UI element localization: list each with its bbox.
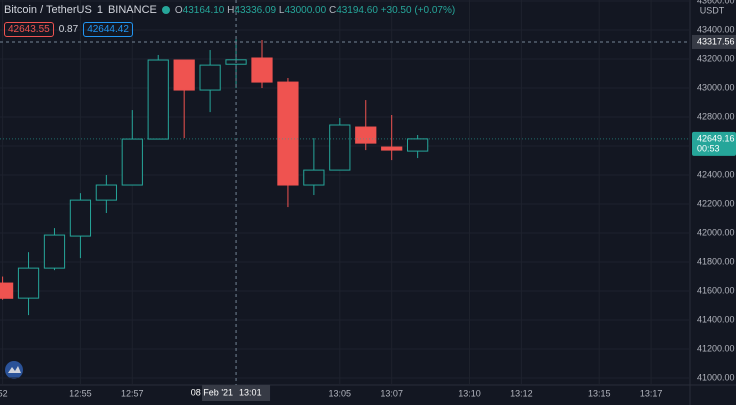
candle-body xyxy=(199,64,221,91)
candle-body xyxy=(329,124,351,171)
y-tick-label: 42000.00 xyxy=(697,227,735,237)
y-tick-label: 43400.00 xyxy=(697,24,735,34)
x-tick-label: 13:15 xyxy=(588,388,611,398)
last-price-label: 42649.16 xyxy=(697,133,735,143)
c-key: C xyxy=(328,4,337,16)
x-tick-label: 12:55 xyxy=(69,388,92,398)
y-tick-label: 41800.00 xyxy=(697,256,735,266)
bid[interactable]: 42643.55 xyxy=(4,22,54,37)
candle-body xyxy=(251,57,273,83)
y-tick-label: 42800.00 xyxy=(697,111,735,121)
y-tick-label: 43000.00 xyxy=(697,82,735,92)
interval: 1 xyxy=(96,4,103,16)
x-tick-label: 13:12 xyxy=(510,388,533,398)
y-tick-label: 41400.00 xyxy=(697,314,735,324)
x-tick-label: 13:05 xyxy=(329,388,352,398)
crosshair-price-box xyxy=(692,34,736,49)
y-tick-label: 42400.00 xyxy=(697,169,735,179)
h-key: H xyxy=(227,4,235,16)
candle-body xyxy=(147,59,169,140)
h-val: 43336.09 xyxy=(234,4,277,16)
candle-body xyxy=(0,282,14,299)
quote: 42643.55 0.87 42644.42 xyxy=(4,22,133,37)
y-tick-label: 41000.00 xyxy=(697,372,735,382)
logo xyxy=(5,361,23,379)
x-tick-label: 13:17 xyxy=(640,388,663,398)
c-val: 43194.60 xyxy=(336,4,378,16)
exchange: BINANCE xyxy=(107,4,157,16)
x-tick-label: 12:57 xyxy=(121,388,144,398)
candle-body xyxy=(95,184,117,201)
candle-body xyxy=(173,59,195,91)
crosshair-time: 13:01 xyxy=(239,387,262,397)
l-key: L xyxy=(278,4,285,16)
y-tick-label: 43600.00 xyxy=(697,0,735,5)
last-price-box xyxy=(692,131,736,156)
candle-body xyxy=(303,169,325,186)
candle-body xyxy=(43,234,66,269)
change-pct: (+0.07%) xyxy=(414,4,456,16)
candle-body xyxy=(407,138,429,152)
candle-body xyxy=(381,146,403,151)
x-tick-label: 13:10 xyxy=(458,388,481,398)
grid xyxy=(0,0,690,385)
y-tick-label: 42200.00 xyxy=(697,198,735,208)
candle-body xyxy=(69,199,92,237)
l-val: 43000.00 xyxy=(284,4,327,16)
countdown: 00:53 xyxy=(697,143,720,153)
header: Bitcoin / TetherUS 1 BINANCE O43164.10 H… xyxy=(4,4,455,16)
ask[interactable]: 42644.42 xyxy=(83,22,133,37)
crosshair-price: 43317.56 xyxy=(697,36,735,46)
change: +30.50 xyxy=(380,4,412,16)
x-tick-label: 13:07 xyxy=(380,388,403,398)
y-tick-label: 41600.00 xyxy=(697,285,735,295)
y-tick-label: 41200.00 xyxy=(697,343,735,353)
candle-body xyxy=(121,138,143,186)
spread: 0.87 xyxy=(58,24,79,35)
x-tick-label: 52 xyxy=(0,388,8,398)
o-val: 43164.10 xyxy=(182,4,225,16)
candle-body xyxy=(17,267,40,299)
candle-body xyxy=(355,126,377,144)
o-key: O xyxy=(174,4,183,16)
symbol: Bitcoin / TetherUS xyxy=(4,4,92,16)
currency: USDT xyxy=(700,5,725,15)
status-dot xyxy=(161,6,170,14)
candle-body xyxy=(277,81,299,186)
y-tick-label: 43200.00 xyxy=(697,53,735,63)
crosshair-time-box xyxy=(202,385,271,401)
crosshair-date: 08 Feb '21 xyxy=(191,387,233,397)
